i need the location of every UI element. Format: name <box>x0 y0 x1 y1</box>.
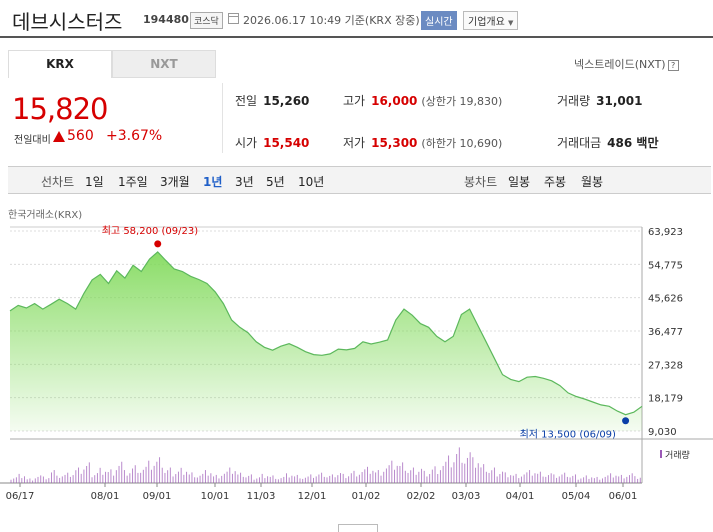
metric-value: 486 백만 <box>607 136 659 150</box>
metric-value: 15,300 <box>371 136 418 150</box>
x-tick-label: 10/01 <box>201 491 230 502</box>
x-tick-label: 09/01 <box>143 491 172 502</box>
metric-value: 15,260 <box>263 94 310 108</box>
current-price: 15,820 <box>12 92 108 126</box>
quote-timestamp: 2026.06.17 10:49 기준(KRX 장중) <box>243 14 420 27</box>
metric-volume: 거래량 31,001 <box>557 92 642 109</box>
change-label: 전일대비 <box>14 135 51 146</box>
price-line <box>9 251 643 416</box>
metric-label: 거래량 <box>557 94 591 108</box>
candle-monthly[interactable]: 월봉 <box>581 175 604 189</box>
low-point-marker <box>622 417 630 425</box>
upper-limit: (상한가 19,830) <box>421 95 503 108</box>
nextrade-label: 넥스트레이드(NXT) <box>574 58 666 71</box>
period-1d[interactable]: 1일 <box>85 175 104 189</box>
y-tick-label: 36,477 <box>648 327 683 338</box>
metric-label: 거래대금 <box>557 136 602 150</box>
up-arrow-icon <box>53 131 65 142</box>
price-change: 560 <box>67 128 94 144</box>
price-change-percent: +3.67% <box>106 128 163 144</box>
period-5y[interactable]: 5년 <box>266 175 285 189</box>
candle-daily[interactable]: 일봉 <box>508 175 531 189</box>
x-tick-label: 03/03 <box>452 491 481 502</box>
candle-chart-label: 봉차트 <box>464 175 498 189</box>
lower-limit: (하한가 10,690) <box>421 137 503 150</box>
y-tick-label: 45,626 <box>648 294 683 305</box>
nextrade-link[interactable]: 넥스트레이드(NXT)? <box>574 56 679 72</box>
tab-nxt[interactable]: NXT <box>112 50 216 78</box>
calendar-icon <box>228 13 239 24</box>
help-icon[interactable]: ? <box>667 60 679 71</box>
metric-low: 저가 15,300 (하한가 10,690) <box>343 134 502 151</box>
period-bar: 선차트 1일 1주일 3개월 1년 3년 5년 10년 봉차트 일봉 주봉 월봉 <box>8 166 711 194</box>
stock-name: 데브시스터즈 <box>12 10 123 34</box>
metric-value: 16,000 <box>371 94 418 108</box>
metric-prev: 전일 15,260 <box>235 92 309 109</box>
x-tick-label: 04/01 <box>506 491 535 502</box>
y-tick-label: 54,775 <box>648 260 683 271</box>
x-tick-label: 06/01 <box>609 491 638 502</box>
y-tick-label: 9,030 <box>648 427 677 438</box>
period-10y[interactable]: 10년 <box>298 175 325 189</box>
x-tick-label: 11/03 <box>247 491 276 502</box>
chevron-down-icon: ▼ <box>508 19 514 27</box>
metric-label: 고가 <box>343 94 366 108</box>
x-tick-label: 12/01 <box>298 491 327 502</box>
period-3m[interactable]: 3개월 <box>160 175 190 189</box>
y-tick-label: 63,923 <box>648 227 683 238</box>
x-tick-label: 01/02 <box>352 491 381 502</box>
metric-high: 고가 16,000 (상한가 19,830) <box>343 92 502 109</box>
y-tick-label: 27,328 <box>648 360 683 371</box>
metric-value: 15,540 <box>263 136 310 150</box>
realtime-button[interactable]: 실시간 <box>421 11 457 30</box>
period-1y[interactable]: 1년 <box>203 175 223 189</box>
metric-amount: 거래대금 486 백만 <box>557 134 658 151</box>
x-tick-label: 06/17 <box>6 491 35 502</box>
metric-label: 시가 <box>235 136 258 150</box>
x-tick-label: 08/01 <box>91 491 120 502</box>
x-tick-label: 02/02 <box>407 491 436 502</box>
x-tick-label: 05/04 <box>562 491 591 502</box>
tab-krx[interactable]: KRX <box>8 50 112 78</box>
metric-label: 저가 <box>343 136 366 150</box>
company-info-label: 기업개요 <box>468 17 505 28</box>
company-info-dropdown[interactable]: 기업개요 ▼ <box>463 11 519 30</box>
period-3y[interactable]: 3년 <box>235 175 254 189</box>
metric-value: 31,001 <box>596 94 643 108</box>
divider <box>222 83 223 153</box>
high-annotation: 최고 58,200 (09/23) <box>102 225 198 237</box>
metric-label: 전일 <box>235 94 258 108</box>
line-chart-label: 선차트 <box>41 175 75 189</box>
high-point-marker <box>154 240 162 248</box>
stock-code: 194480 <box>143 13 189 26</box>
chart-source: 한국거래소(KRX) <box>8 210 83 221</box>
low-annotation: 최저 13,500 (06/09) <box>520 429 616 441</box>
volume-legend: 거래량 <box>660 448 690 461</box>
price-area <box>10 251 642 431</box>
candle-weekly[interactable]: 주봉 <box>544 175 567 189</box>
y-tick-label: 18,179 <box>648 394 683 405</box>
market-badge: 코스닥 <box>190 12 223 29</box>
chart-toggle-tab[interactable] <box>338 524 378 532</box>
stock-header: 데브시스터즈 194480 코스닥 2026.06.17 10:49 기준(KR… <box>0 0 713 38</box>
metric-open: 시가 15,540 <box>235 134 309 151</box>
period-1w[interactable]: 1주일 <box>118 175 148 189</box>
